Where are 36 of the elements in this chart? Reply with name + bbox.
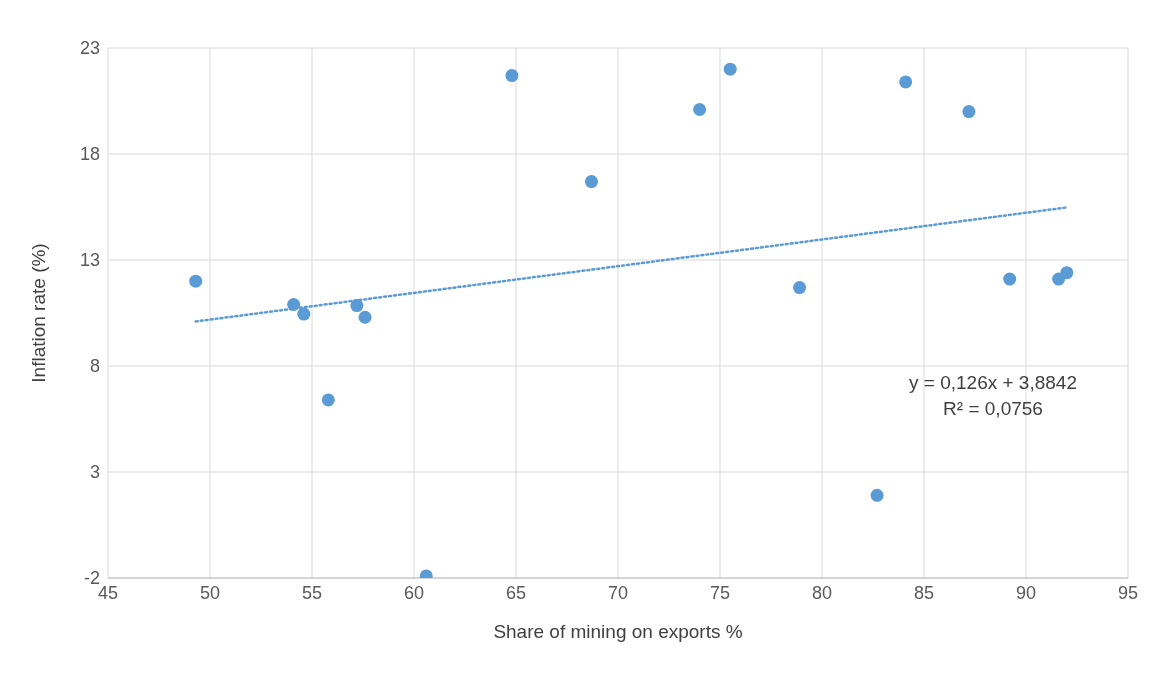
- point: [1060, 266, 1074, 280]
- x-tick-label: 80: [811, 582, 833, 603]
- x-tick-label: 55: [301, 582, 323, 603]
- point: [899, 75, 913, 89]
- point: [350, 299, 364, 313]
- point: [189, 274, 203, 288]
- point: [793, 281, 807, 295]
- x-tick-label: 50: [199, 582, 221, 603]
- y-tick-label: 18: [79, 144, 100, 165]
- point: [962, 105, 976, 119]
- y-tick-label: 23: [79, 38, 100, 59]
- point: [321, 393, 335, 407]
- y-tick-label: -2: [83, 568, 100, 589]
- y-axis-title: Inflation rate (%): [27, 243, 49, 383]
- point: [693, 102, 707, 116]
- x-tick-label: 95: [1117, 582, 1139, 603]
- point: [584, 175, 598, 189]
- point: [1003, 272, 1017, 286]
- y-tick-label: 13: [79, 250, 100, 271]
- x-axis-title: Share of mining on exports %: [493, 621, 743, 642]
- point: [870, 488, 884, 502]
- y-tick-label: 8: [89, 356, 100, 377]
- point: [505, 69, 519, 83]
- x-tick-label: 70: [607, 582, 629, 603]
- x-tick-label: 90: [1015, 582, 1037, 603]
- point: [297, 307, 311, 321]
- point: [358, 310, 372, 324]
- x-tick-label: 85: [913, 582, 935, 603]
- x-tick-label: 60: [403, 582, 425, 603]
- x-tick-label: 65: [505, 582, 527, 603]
- point: [723, 62, 737, 76]
- point: [287, 298, 301, 312]
- x-tick-label: 75: [709, 582, 731, 603]
- annotation: R² = 0,0756: [942, 397, 1044, 421]
- annotation: y = 0,126x + 3,8842: [908, 371, 1078, 395]
- y-tick-label: 3: [89, 462, 100, 483]
